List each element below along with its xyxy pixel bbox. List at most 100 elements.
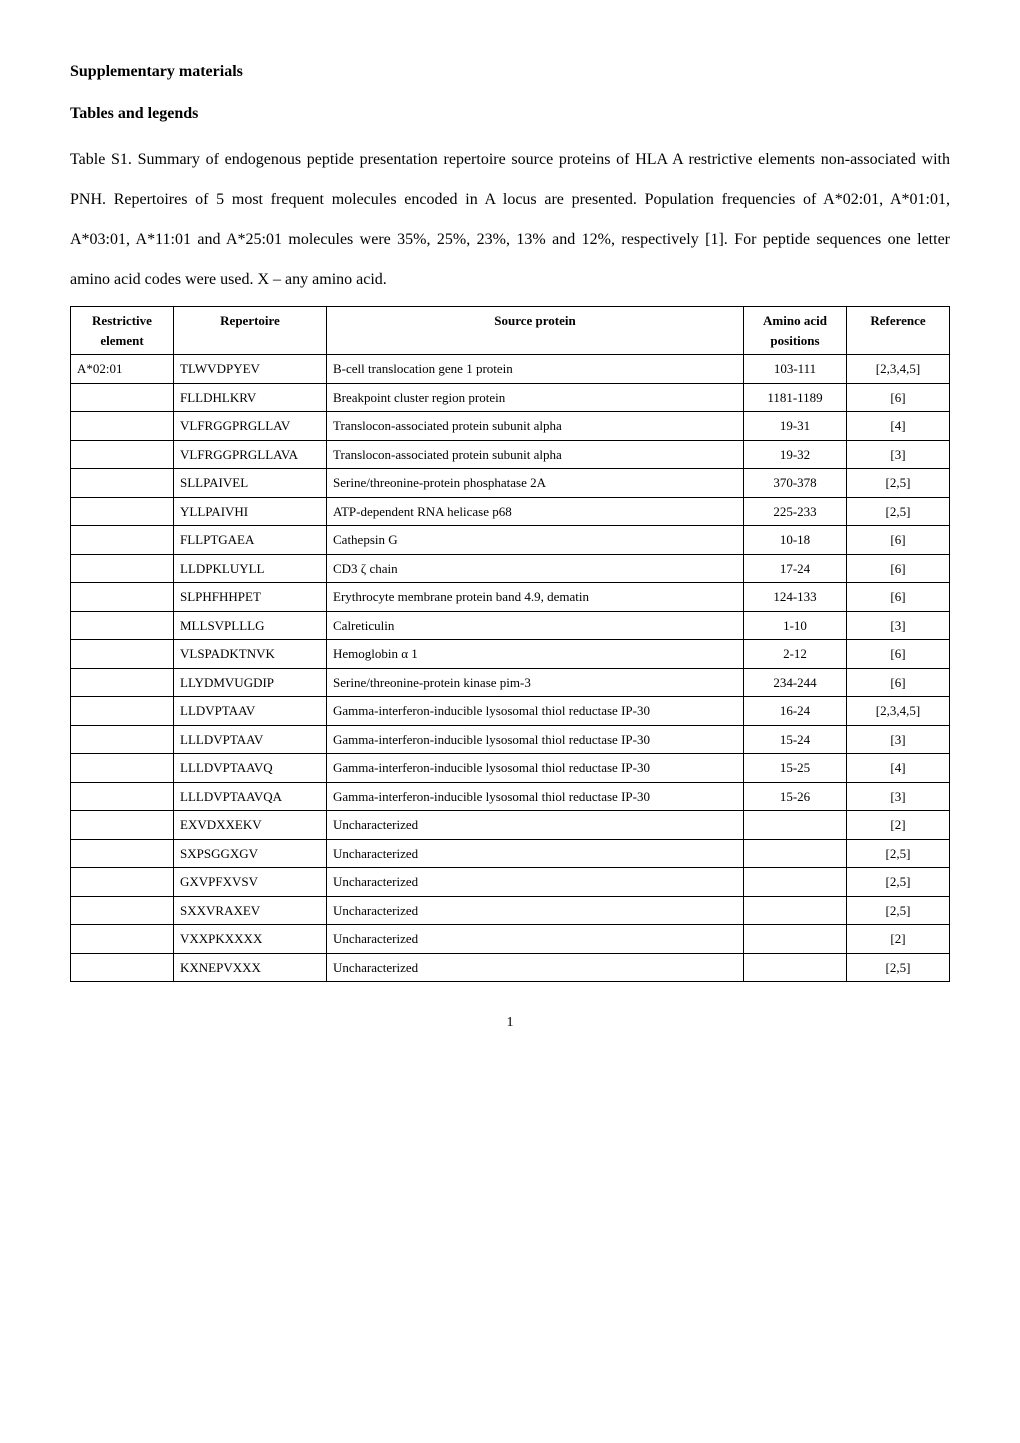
table-row: VLSPADKTNVKHemoglobin α 12-12[6] [71, 640, 950, 669]
cell-repertoire: MLLSVPLLLG [174, 611, 327, 640]
table-row: SLLPAIVELSerine/threonine-protein phosph… [71, 469, 950, 498]
cell-amino [744, 953, 847, 982]
cell-reference: [2,5] [847, 896, 950, 925]
cell-restrictive [71, 811, 174, 840]
cell-restrictive [71, 526, 174, 555]
data-table: Restrictive element Repertoire Source pr… [70, 306, 950, 982]
cell-repertoire: VLFRGGPRGLLAVA [174, 440, 327, 469]
cell-source: Hemoglobin α 1 [327, 640, 744, 669]
table-row: KXNEPVXXXUncharacterized[2,5] [71, 953, 950, 982]
cell-source: Calreticulin [327, 611, 744, 640]
cell-source: Gamma-interferon-inducible lysosomal thi… [327, 725, 744, 754]
cell-repertoire: FLLPTGAEA [174, 526, 327, 555]
cell-repertoire: FLLDHLKRV [174, 383, 327, 412]
cell-source: Translocon-associated protein subunit al… [327, 412, 744, 441]
cell-restrictive [71, 725, 174, 754]
cell-reference: [2] [847, 925, 950, 954]
cell-reference: [6] [847, 383, 950, 412]
cell-source: Uncharacterized [327, 868, 744, 897]
cell-restrictive [71, 782, 174, 811]
cell-amino: 16-24 [744, 697, 847, 726]
table-row: VLFRGGPRGLLAVTranslocon-associated prote… [71, 412, 950, 441]
table-row: MLLSVPLLLGCalreticulin1-10[3] [71, 611, 950, 640]
cell-amino: 2-12 [744, 640, 847, 669]
table-row: LLLDVPTAAVQGamma-interferon-inducible ly… [71, 754, 950, 783]
table-row: FLLDHLKRVBreakpoint cluster region prote… [71, 383, 950, 412]
cell-amino: 15-25 [744, 754, 847, 783]
cell-reference: [6] [847, 640, 950, 669]
cell-repertoire: VXXPKXXXX [174, 925, 327, 954]
table-header-row: Restrictive element Repertoire Source pr… [71, 307, 950, 355]
table-row: VXXPKXXXXUncharacterized[2] [71, 925, 950, 954]
cell-repertoire: LLLDVPTAAVQ [174, 754, 327, 783]
cell-restrictive [71, 554, 174, 583]
cell-source: Serine/threonine-protein kinase pim-3 [327, 668, 744, 697]
table-row: LLLDVPTAAVQAGamma-interferon-inducible l… [71, 782, 950, 811]
cell-reference: [6] [847, 526, 950, 555]
cell-repertoire: YLLPAIVHI [174, 497, 327, 526]
cell-amino: 1181-1189 [744, 383, 847, 412]
cell-source: Serine/threonine-protein phosphatase 2A [327, 469, 744, 498]
cell-reference: [3] [847, 611, 950, 640]
cell-amino: 124-133 [744, 583, 847, 612]
cell-restrictive [71, 640, 174, 669]
cell-reference: [3] [847, 725, 950, 754]
cell-amino: 370-378 [744, 469, 847, 498]
main-heading: Supplementary materials [70, 60, 950, 84]
cell-source: Uncharacterized [327, 953, 744, 982]
table-row: LLDPKLUYLLCD3 ζ chain17-24[6] [71, 554, 950, 583]
cell-restrictive [71, 383, 174, 412]
cell-restrictive [71, 497, 174, 526]
cell-source: Gamma-interferon-inducible lysosomal thi… [327, 754, 744, 783]
cell-reference: [3] [847, 782, 950, 811]
cell-repertoire: SXPSGGXGV [174, 839, 327, 868]
table-row: FLLPTGAEACathepsin G10-18[6] [71, 526, 950, 555]
cell-repertoire: SLLPAIVEL [174, 469, 327, 498]
cell-restrictive [71, 469, 174, 498]
table-row: VLFRGGPRGLLAVATranslocon-associated prot… [71, 440, 950, 469]
table-row: YLLPAIVHIATP-dependent RNA helicase p682… [71, 497, 950, 526]
cell-source: ATP-dependent RNA helicase p68 [327, 497, 744, 526]
cell-reference: [4] [847, 412, 950, 441]
cell-amino [744, 896, 847, 925]
cell-reference: [2,5] [847, 469, 950, 498]
cell-restrictive [71, 754, 174, 783]
cell-reference: [2,5] [847, 953, 950, 982]
cell-restrictive [71, 668, 174, 697]
cell-amino [744, 839, 847, 868]
cell-reference: [6] [847, 554, 950, 583]
cell-repertoire: VLFRGGPRGLLAV [174, 412, 327, 441]
cell-repertoire: SXXVRAXEV [174, 896, 327, 925]
cell-restrictive: A*02:01 [71, 355, 174, 384]
cell-source: Erythrocyte membrane protein band 4.9, d… [327, 583, 744, 612]
cell-amino: 17-24 [744, 554, 847, 583]
cell-source: Translocon-associated protein subunit al… [327, 440, 744, 469]
cell-source: Gamma-interferon-inducible lysosomal thi… [327, 782, 744, 811]
cell-repertoire: SLPHFHHPET [174, 583, 327, 612]
th-amino: Amino acid positions [744, 307, 847, 355]
table-row: SXPSGGXGVUncharacterized[2,5] [71, 839, 950, 868]
cell-amino: 1-10 [744, 611, 847, 640]
cell-reference: [6] [847, 583, 950, 612]
cell-restrictive [71, 412, 174, 441]
th-reference: Reference [847, 307, 950, 355]
cell-amino [744, 811, 847, 840]
cell-source: Uncharacterized [327, 839, 744, 868]
cell-amino: 19-32 [744, 440, 847, 469]
cell-restrictive [71, 896, 174, 925]
cell-restrictive [71, 953, 174, 982]
cell-amino: 225-233 [744, 497, 847, 526]
cell-amino: 103-111 [744, 355, 847, 384]
table-row: LLYDMVUGDIPSerine/threonine-protein kina… [71, 668, 950, 697]
cell-restrictive [71, 868, 174, 897]
cell-repertoire: LLYDMVUGDIP [174, 668, 327, 697]
cell-repertoire: LLDVPTAAV [174, 697, 327, 726]
cell-repertoire: EXVDXXEKV [174, 811, 327, 840]
cell-source: Uncharacterized [327, 811, 744, 840]
table-row: SLPHFHHPETErythrocyte membrane protein b… [71, 583, 950, 612]
cell-reference: [2,3,4,5] [847, 697, 950, 726]
cell-source: Uncharacterized [327, 896, 744, 925]
cell-amino: 19-31 [744, 412, 847, 441]
cell-repertoire: VLSPADKTNVK [174, 640, 327, 669]
cell-reference: [4] [847, 754, 950, 783]
